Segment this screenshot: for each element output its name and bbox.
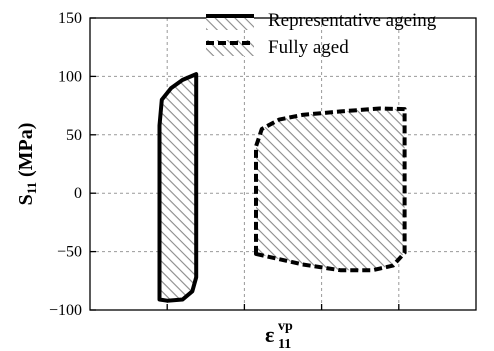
area-representative-ageing <box>157 72 199 303</box>
x-axis-label-sub: 11 <box>278 337 291 351</box>
legend-label-representative-ageing: Representative ageing <box>268 10 437 31</box>
x-axis-label-sup: vp <box>278 319 293 334</box>
y-tick-label: −100 <box>49 302 82 319</box>
legend-label-fully-aged: Fully aged <box>268 37 349 58</box>
x-axis-label-main: ε <box>265 322 274 347</box>
legend: Representative ageing Fully aged <box>206 10 437 58</box>
x-axis-label: ε <box>265 322 274 347</box>
y-tick-label: 50 <box>66 127 82 144</box>
y-tick-label: 100 <box>58 68 82 85</box>
y-axis-label-unit: (MPa) <box>15 123 37 182</box>
y-axis-label: S11 (MPa) <box>15 123 39 206</box>
y-axis-label-sub: 11 <box>24 182 39 194</box>
y-tick-label: 0 <box>74 185 82 202</box>
y-tick-label: −50 <box>57 244 82 261</box>
area-fully-aged <box>254 106 407 273</box>
data-areas <box>157 72 407 303</box>
y-tick-label: 150 <box>58 10 82 27</box>
plot-frame <box>89 17 477 311</box>
y-axis-label-main: S <box>15 194 37 205</box>
y-axis-ticks: 150 100 50 0 −50 −100 <box>49 10 400 319</box>
